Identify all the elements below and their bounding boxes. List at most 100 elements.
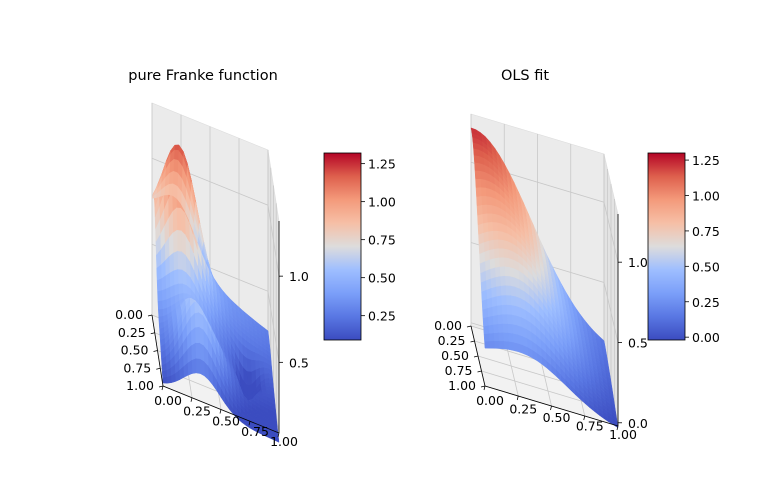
surface-patch xyxy=(480,186,487,197)
surface-patch xyxy=(500,285,507,296)
surface-patch xyxy=(495,285,502,297)
y-tick-label: 0.00 xyxy=(476,393,504,408)
surface-patch xyxy=(173,268,179,286)
x-tick xyxy=(156,367,161,370)
surface-patch xyxy=(487,306,493,318)
surface-patch xyxy=(498,340,505,350)
x-tick xyxy=(150,332,155,335)
surface-patch xyxy=(497,314,503,325)
surface-patch xyxy=(496,304,503,316)
surface-patch xyxy=(470,127,477,132)
surface-patch xyxy=(191,357,197,374)
y-tick-label: 1.00 xyxy=(609,427,637,442)
surface-patch xyxy=(474,170,481,180)
chart-title: OLS fit xyxy=(501,68,549,84)
surface-patch xyxy=(190,342,197,361)
surface-patch xyxy=(195,358,201,374)
surface-patch xyxy=(172,206,178,233)
surface-patch xyxy=(482,316,489,327)
surface-patch xyxy=(480,178,486,188)
y-tick xyxy=(248,421,251,426)
colorbar: 0.25 0.50 0.75 1.00 1.25 xyxy=(323,152,396,341)
y-tick-label: 0.50 xyxy=(543,410,571,425)
surface-patch xyxy=(490,276,497,289)
surface-patch xyxy=(177,268,183,284)
surface-patch xyxy=(476,195,483,207)
surface-patch xyxy=(509,275,516,287)
surface-patch xyxy=(483,230,489,243)
x-tick-label: 0.00 xyxy=(115,307,143,322)
subplot-1: pure Franke function 0.00 0.250.500.751.00… xyxy=(115,68,396,449)
surface-patch xyxy=(507,323,513,334)
surface-patch xyxy=(497,239,504,249)
surface-patch xyxy=(505,294,512,306)
y-tick xyxy=(190,397,193,402)
x-tick xyxy=(470,340,475,343)
surface-patch xyxy=(488,239,495,251)
x-tick-label: 0.75 xyxy=(123,360,151,375)
surface-patch xyxy=(157,289,163,301)
x-tick xyxy=(466,325,472,328)
surface-patch xyxy=(246,370,252,386)
surface-patch xyxy=(483,333,490,342)
colorbar-tick-label: 1.25 xyxy=(692,153,720,168)
colorbar-tick-label: 1.00 xyxy=(692,189,720,204)
y-tick-label: 0.75 xyxy=(576,419,604,434)
surface-patch xyxy=(494,257,500,268)
y-tick xyxy=(277,432,280,438)
surface-patch xyxy=(476,204,483,216)
surface-patch xyxy=(162,376,168,384)
surface-patch xyxy=(176,229,182,252)
surface-patch xyxy=(263,372,269,379)
surface-patch xyxy=(498,332,504,342)
surface-patch xyxy=(250,359,256,372)
surface-patch xyxy=(488,324,494,334)
x-tick-label: 1.00 xyxy=(126,378,154,393)
surface-patch xyxy=(491,305,498,317)
surface-patch xyxy=(489,267,496,279)
surface-patch xyxy=(177,283,184,295)
x-tick-label: 0.50 xyxy=(441,348,469,363)
surface-patch xyxy=(161,298,167,310)
surface-patch xyxy=(486,204,493,214)
y-tick-label: 0.75 xyxy=(241,424,269,439)
surface-patch xyxy=(161,288,167,301)
surface-patch xyxy=(173,149,179,161)
surface-patch xyxy=(173,250,179,271)
grid-line xyxy=(470,161,619,263)
surface-patch xyxy=(481,195,487,206)
y-tick xyxy=(161,385,164,391)
surface-patch xyxy=(493,340,500,349)
surface-patch xyxy=(484,249,490,262)
surface-patch xyxy=(156,277,162,292)
chart-title: pure Franke function xyxy=(128,68,278,84)
surface-patch xyxy=(169,284,175,298)
surface-patch xyxy=(497,323,504,333)
surface-patch xyxy=(491,213,498,223)
surface-patch xyxy=(501,313,508,324)
surface-patch xyxy=(172,229,178,253)
surface-patch xyxy=(247,383,253,396)
surface-patch xyxy=(482,221,489,233)
surface-patch xyxy=(182,292,188,299)
surface xyxy=(151,144,280,443)
colorbar-tick-label: 0.50 xyxy=(692,259,720,274)
y-tick xyxy=(550,405,552,411)
surface-patch xyxy=(194,311,200,328)
surface-patch xyxy=(177,250,183,270)
surface-patch xyxy=(492,323,499,334)
y-tick-label: 0.25 xyxy=(509,402,537,417)
colorbar-tick-label: 0.00 xyxy=(692,330,720,345)
surface-patch xyxy=(158,321,164,330)
surface-patch xyxy=(507,332,514,343)
surface-patch xyxy=(509,285,516,297)
surface-patch xyxy=(486,297,493,309)
y-tick xyxy=(219,409,222,414)
surface-patch xyxy=(493,239,499,249)
colorbar-tick-label: 0.50 xyxy=(368,271,396,286)
surface-patch xyxy=(487,230,494,241)
y-tick xyxy=(616,425,619,431)
y-tick-label: 0.50 xyxy=(212,414,240,429)
surface-patch xyxy=(173,283,179,296)
surface-patch xyxy=(194,326,200,344)
